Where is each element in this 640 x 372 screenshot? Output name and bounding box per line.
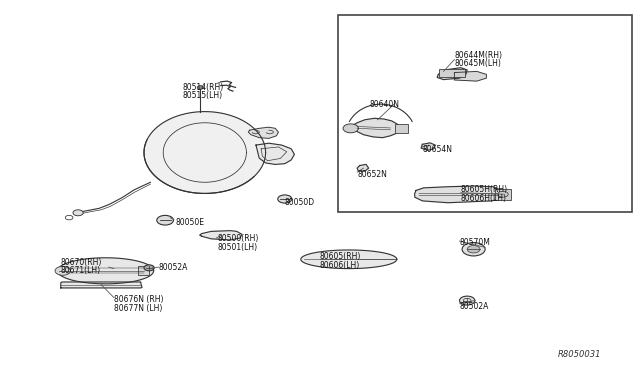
Circle shape	[55, 266, 70, 275]
Polygon shape	[415, 186, 504, 203]
Text: 80677N (LH): 80677N (LH)	[114, 304, 163, 312]
Bar	[495, 189, 511, 200]
Text: 80671(LH): 80671(LH)	[61, 266, 101, 275]
Text: 80501(LH): 80501(LH)	[218, 243, 258, 251]
Bar	[338, 15, 632, 212]
Bar	[439, 69, 465, 77]
Polygon shape	[58, 258, 154, 284]
Polygon shape	[454, 71, 486, 81]
Text: 80515(LH): 80515(LH)	[182, 92, 223, 100]
Circle shape	[197, 86, 204, 89]
Text: 80644M(RH): 80644M(RH)	[454, 51, 502, 60]
Text: 80050E: 80050E	[176, 218, 205, 227]
Circle shape	[467, 246, 480, 253]
Text: 80654N: 80654N	[422, 145, 452, 154]
Text: 80050D: 80050D	[285, 198, 315, 207]
Circle shape	[73, 210, 83, 216]
Text: R8050031: R8050031	[558, 350, 602, 359]
Text: 80670(RH): 80670(RH)	[61, 258, 102, 267]
Text: 80052A: 80052A	[159, 263, 188, 272]
Polygon shape	[437, 68, 467, 80]
Polygon shape	[256, 143, 294, 164]
Text: 80605(RH): 80605(RH)	[320, 252, 362, 261]
Circle shape	[144, 265, 154, 271]
Polygon shape	[421, 143, 435, 150]
Polygon shape	[248, 127, 278, 138]
Circle shape	[498, 191, 508, 197]
Polygon shape	[200, 231, 242, 240]
Circle shape	[278, 195, 292, 203]
Polygon shape	[301, 250, 397, 269]
Text: 80502A: 80502A	[460, 302, 489, 311]
Polygon shape	[357, 164, 369, 171]
Text: 80514(RH): 80514(RH)	[182, 83, 223, 92]
Circle shape	[343, 124, 358, 133]
Circle shape	[460, 296, 475, 305]
Text: 80652N: 80652N	[357, 170, 387, 179]
Polygon shape	[351, 118, 400, 138]
Circle shape	[462, 243, 485, 256]
Text: 80606(LH): 80606(LH)	[320, 261, 360, 270]
Bar	[138, 266, 149, 275]
Polygon shape	[61, 282, 142, 288]
Text: 80500(RH): 80500(RH)	[218, 234, 259, 243]
Text: 80606H(LH): 80606H(LH)	[461, 194, 507, 203]
Text: 80676N (RH): 80676N (RH)	[114, 295, 163, 304]
Text: 80640N: 80640N	[370, 100, 400, 109]
Circle shape	[157, 215, 173, 225]
Bar	[395, 124, 408, 133]
Polygon shape	[144, 112, 266, 193]
Text: 80645M(LH): 80645M(LH)	[454, 59, 501, 68]
Text: 80605H(RH): 80605H(RH)	[461, 185, 508, 194]
Text: 80570M: 80570M	[460, 238, 490, 247]
